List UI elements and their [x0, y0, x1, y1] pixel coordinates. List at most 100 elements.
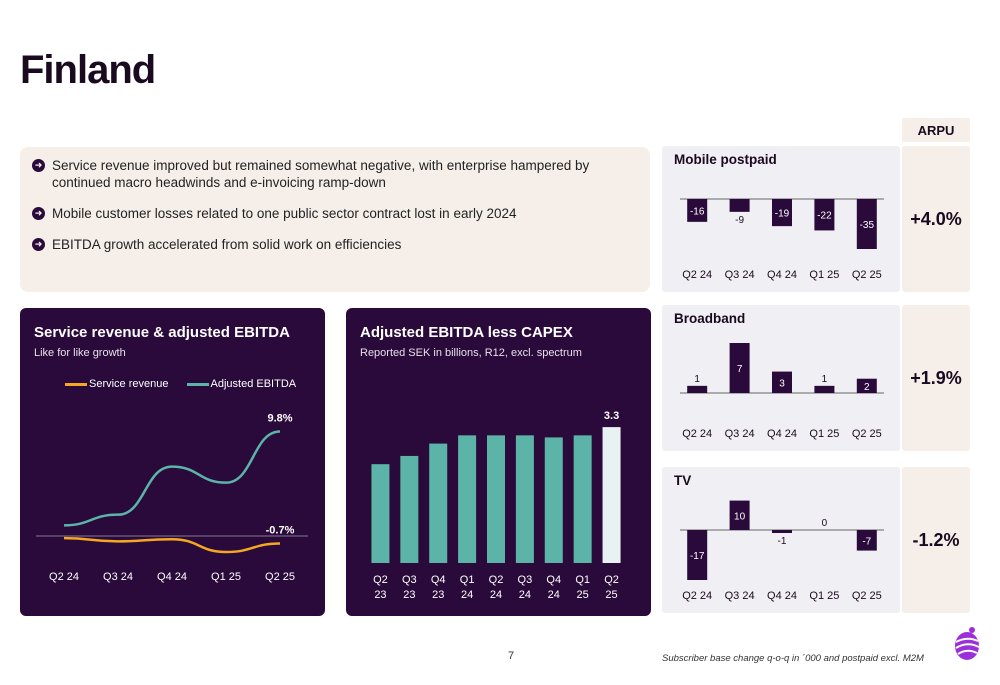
legend-label: Adjusted EBITDA: [210, 378, 297, 390]
bar: [814, 199, 835, 231]
x-tick-label: Q1 25: [809, 269, 839, 281]
x-tick-label: 24: [490, 589, 502, 601]
bullet-text: Mobile customer losses related to one pu…: [52, 206, 517, 221]
kpi-title: Mobile postpaid: [674, 152, 777, 167]
x-tick-label: Q3: [518, 574, 533, 586]
x-tick-label: Q1 25: [809, 428, 839, 440]
series-line-service-revenue: [63, 536, 281, 554]
bar: [371, 464, 390, 563]
data-label: 1: [822, 374, 828, 385]
card-subtitle: Like for like growth: [34, 347, 126, 359]
data-label: -16: [690, 206, 705, 217]
x-tick-label: 24: [461, 589, 473, 601]
broadband-card: Broadband 1 Q2 24 7 Q3 24 3 Q4 24 1 Q1 25 2 Q2 25: [662, 305, 900, 451]
bar: [544, 437, 563, 563]
x-tick-label: Q3 24: [725, 590, 755, 602]
data-label: 2: [864, 382, 870, 393]
data-label: -9: [735, 215, 744, 226]
tv-chart: -17 Q2 24 10 Q3 24 -1 Q4 24 0 Q1 25 -7 Q2 25: [680, 500, 884, 602]
highlights-box: ➜ Service revenue improved but remained …: [20, 147, 650, 292]
bullet-item: ➜ Mobile customer losses related to one …: [32, 205, 638, 222]
x-tick-label: Q2 24: [49, 571, 79, 583]
x-tick-label: Q2 25: [852, 428, 882, 440]
x-tick-label: Q4: [431, 574, 446, 586]
bullet-item: ➜ Service revenue improved but remained …: [32, 157, 638, 191]
telia-logo-icon: [955, 627, 980, 660]
legend-label: Service revenue: [89, 378, 169, 390]
chart-legend: Service revenue Adjusted EBITDA: [65, 378, 296, 390]
x-tick-label: Q2: [604, 574, 619, 586]
x-tick-label: Q4: [546, 574, 561, 586]
service-revenue-ebitda-card: Service revenue & adjusted EBITDA Like f…: [20, 308, 325, 616]
data-label: -17: [690, 551, 705, 562]
bar: [687, 385, 708, 393]
bar-chart: Q2 23 Q3 23 Q4 23 Q1 24 Q2 24 Q3 24 Q4 24 Q1 25 Q2 25 3.3: [371, 410, 621, 601]
x-tick-label: Q1 25: [211, 571, 241, 583]
x-tick-label: Q3: [402, 574, 417, 586]
page-title: Finland: [20, 48, 156, 92]
legend-swatch: [65, 382, 87, 386]
x-tick-label: Q2 25: [265, 571, 295, 583]
footnote: Subscriber base change q-o-q in ´000 and…: [662, 653, 924, 664]
x-tick-label: Q2 24: [682, 590, 712, 602]
arpu-header: ARPU: [902, 118, 970, 142]
data-label: -35: [860, 220, 875, 231]
bar: [856, 199, 877, 249]
data-label: -1: [778, 536, 787, 547]
bar: [687, 530, 708, 580]
x-tick-label: Q2 25: [852, 269, 882, 281]
data-label: -19: [775, 209, 790, 220]
bar: [487, 435, 505, 563]
data-label: -7: [862, 536, 871, 547]
data-label: 0: [822, 518, 828, 529]
broadband-chart: 1 Q2 24 7 Q3 24 3 Q4 24 1 Q1 25 2 Q2 25: [680, 343, 884, 440]
line-chart: -0.7% 9.8% Q2 24 Q3 24 Q4 24 Q1 25 Q2 25: [36, 412, 308, 583]
x-tick-label: 25: [577, 589, 589, 601]
x-tick-label: Q1: [575, 574, 590, 586]
tv-card: TV -17 Q2 24 10 Q3 24 -1 Q4 24 0 Q1 25 -7 Q2 25: [662, 467, 900, 613]
x-tick-label: Q2 25: [852, 590, 882, 602]
card-subtitle: Reported SEK in billions, R12, excl. spe…: [360, 347, 582, 359]
bar: [458, 435, 477, 563]
bullet-item: ➜ EBITDA growth accelerated from solid w…: [32, 236, 638, 253]
x-tick-label: Q4 24: [767, 269, 797, 281]
series-line-adjusted-ebitda: [63, 430, 281, 527]
card-title: Service revenue & adjusted EBITDA: [34, 324, 290, 341]
x-tick-label: Q2: [373, 574, 388, 586]
kpi-title: Broadband: [674, 311, 746, 326]
arrow-circle-icon: ➜: [32, 238, 45, 251]
legend-item-adjusted-ebitda: Adjusted EBITDA: [186, 378, 297, 390]
bar: [814, 385, 835, 393]
data-label: 7: [737, 364, 743, 375]
page-number: 7: [508, 650, 515, 662]
bar: [729, 500, 750, 530]
x-tick-label: Q4 24: [767, 428, 797, 440]
arpu-mobile-postpaid: +4.0%: [902, 146, 970, 292]
arrow-circle-icon: ➜: [32, 207, 45, 220]
arpu-broadband: +1.9%: [902, 305, 970, 451]
x-tick-label: 24: [548, 589, 560, 601]
bar: [729, 343, 750, 393]
ebitda-less-capex-card: Adjusted EBITDA less CAPEX Reported SEK …: [346, 308, 651, 616]
data-label: 10: [734, 511, 746, 522]
bar: [687, 199, 708, 222]
bullet-text: Service revenue improved but remained so…: [52, 158, 590, 190]
bar: [602, 427, 621, 563]
bar: [400, 455, 419, 563]
data-label: 1: [694, 374, 700, 385]
bar: [573, 435, 592, 563]
kpi-title: TV: [674, 473, 692, 488]
x-tick-label: Q3 24: [725, 269, 755, 281]
x-tick-label: 23: [374, 589, 386, 601]
x-tick-label: 25: [605, 589, 617, 601]
x-tick-label: Q2: [489, 574, 504, 586]
mobile-postpaid-card: Mobile postpaid -16 Q2 24 -9 Q3 24 -19 Q4 24-…: [662, 146, 900, 292]
bar: [856, 530, 877, 551]
x-tick-label: Q1 25: [809, 590, 839, 602]
x-tick-label: Q3 24: [725, 428, 755, 440]
x-tick-label: Q4 24: [767, 590, 797, 602]
legend-item-service-revenue: Service revenue: [65, 378, 169, 390]
mobile-postpaid-chart: -16 Q2 24 -9 Q3 24 -19 Q4 24 -22 Q1 25 -35 Q2 25: [680, 198, 884, 281]
data-label: -22: [817, 211, 832, 222]
x-tick-label: Q3 24: [103, 571, 133, 583]
